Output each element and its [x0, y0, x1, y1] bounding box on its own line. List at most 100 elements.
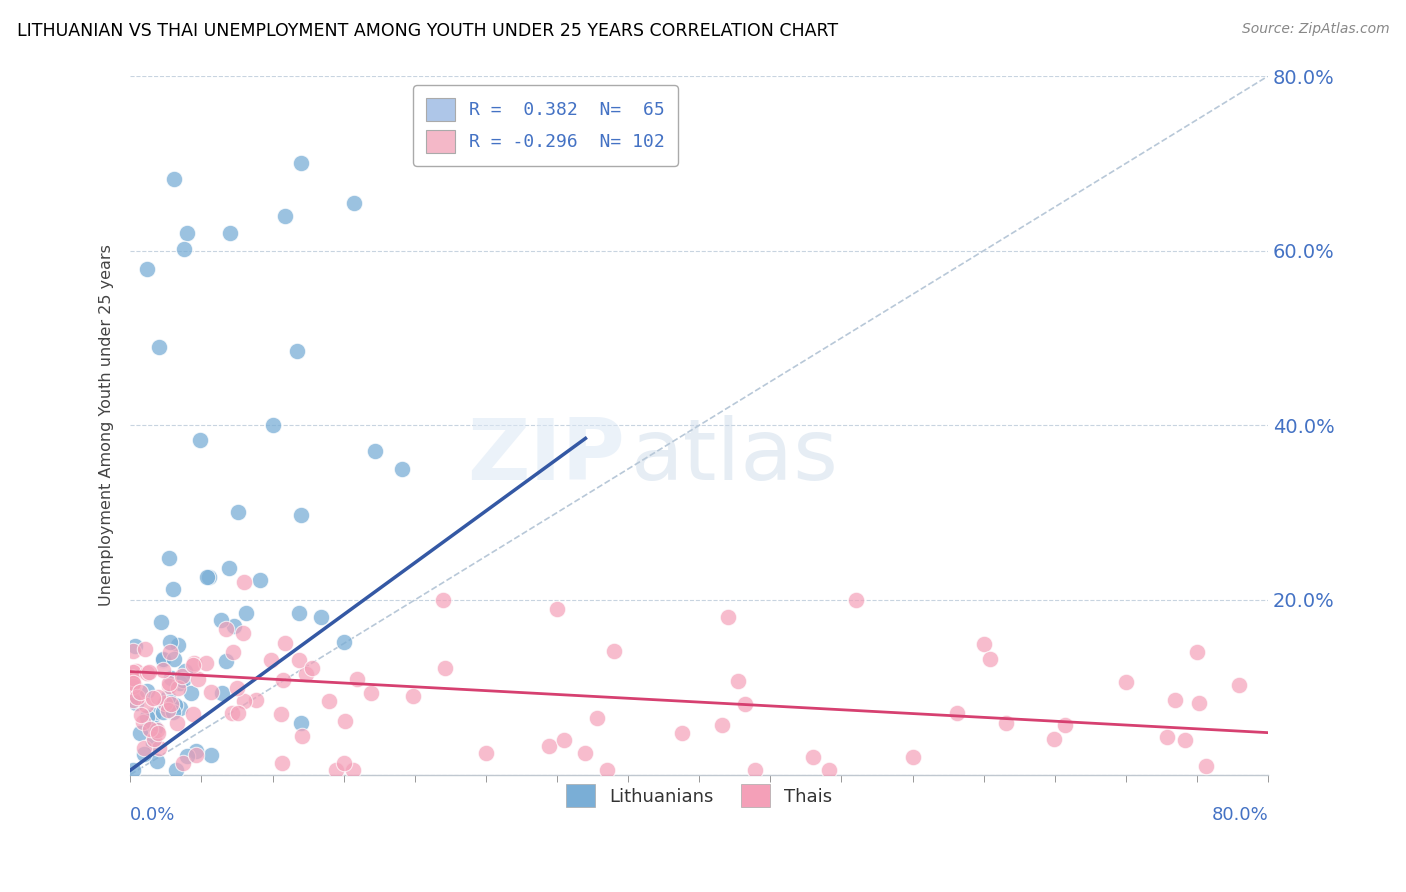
Point	[290, 716, 312, 731]
Text: ZIP: ZIP	[468, 416, 626, 499]
Point	[434, 661, 457, 675]
Point	[211, 685, 233, 699]
Point	[122, 675, 145, 690]
Point	[727, 674, 749, 689]
Point	[152, 653, 174, 667]
Point	[138, 665, 160, 680]
Point	[288, 653, 311, 667]
Point	[342, 763, 364, 777]
Point	[122, 763, 145, 777]
Point	[225, 681, 247, 695]
Point	[184, 744, 207, 758]
Point	[290, 508, 312, 523]
Point	[233, 694, 256, 708]
Point	[125, 688, 148, 702]
Point	[176, 749, 198, 764]
Point	[1156, 731, 1178, 745]
Point	[131, 715, 153, 730]
Point	[162, 582, 184, 597]
Point	[817, 763, 839, 777]
Point	[586, 711, 609, 725]
Point	[152, 705, 174, 719]
Point	[180, 686, 202, 700]
Point	[172, 756, 194, 771]
Point	[553, 732, 575, 747]
Point	[195, 657, 218, 671]
Point	[125, 690, 148, 704]
Point	[574, 746, 596, 760]
Point	[1195, 759, 1218, 773]
Point	[744, 763, 766, 777]
Point	[159, 635, 181, 649]
Point	[245, 693, 267, 707]
Point	[219, 226, 242, 240]
Point	[221, 645, 243, 659]
Point	[291, 730, 314, 744]
Point	[181, 707, 204, 722]
Point	[134, 642, 156, 657]
Point	[285, 343, 308, 358]
Point	[546, 601, 568, 615]
Point	[136, 710, 159, 724]
Point	[125, 664, 148, 678]
Point	[402, 690, 425, 704]
Point	[233, 575, 256, 590]
Point	[135, 261, 157, 276]
Point	[142, 731, 165, 746]
Point	[181, 658, 204, 673]
Point	[183, 656, 205, 670]
Y-axis label: Unemployment Among Youth under 25 years: Unemployment Among Youth under 25 years	[100, 244, 114, 607]
Point	[270, 756, 292, 771]
Point	[200, 685, 222, 699]
Point	[262, 418, 284, 433]
Point	[136, 666, 159, 681]
Point	[301, 661, 323, 675]
Point	[290, 156, 312, 170]
Point	[146, 726, 169, 740]
Point	[165, 698, 187, 712]
Point	[187, 673, 209, 687]
Legend: Lithuanians, Thais: Lithuanians, Thais	[560, 777, 839, 814]
Point	[333, 714, 356, 729]
Point	[603, 644, 626, 658]
Point	[475, 746, 498, 760]
Point	[153, 698, 176, 712]
Point	[274, 210, 297, 224]
Point	[157, 676, 180, 690]
Point	[142, 691, 165, 706]
Point	[122, 679, 145, 693]
Point	[295, 666, 318, 681]
Point	[364, 443, 387, 458]
Point	[214, 622, 236, 636]
Point	[157, 680, 180, 694]
Point	[209, 613, 232, 627]
Point	[135, 684, 157, 698]
Point	[343, 195, 366, 210]
Point	[146, 690, 169, 704]
Point	[160, 697, 183, 711]
Point	[176, 226, 198, 240]
Point	[142, 708, 165, 723]
Point	[901, 750, 924, 764]
Point	[184, 748, 207, 763]
Point	[129, 708, 152, 723]
Text: Source: ZipAtlas.com: Source: ZipAtlas.com	[1241, 22, 1389, 37]
Point	[671, 725, 693, 739]
Point	[333, 756, 356, 771]
Point	[167, 638, 190, 652]
Point	[135, 698, 157, 713]
Point	[215, 654, 238, 668]
Point	[159, 645, 181, 659]
Point	[195, 570, 218, 584]
Point	[1054, 717, 1077, 731]
Point	[122, 665, 145, 679]
Point	[845, 593, 868, 607]
Point	[122, 693, 145, 707]
Point	[170, 669, 193, 683]
Point	[218, 560, 240, 574]
Text: 0.0%: 0.0%	[131, 806, 176, 824]
Point	[150, 615, 173, 629]
Point	[122, 678, 145, 692]
Text: LITHUANIAN VS THAI UNEMPLOYMENT AMONG YOUTH UNDER 25 YEARS CORRELATION CHART: LITHUANIAN VS THAI UNEMPLOYMENT AMONG YO…	[17, 22, 838, 40]
Point	[188, 433, 211, 447]
